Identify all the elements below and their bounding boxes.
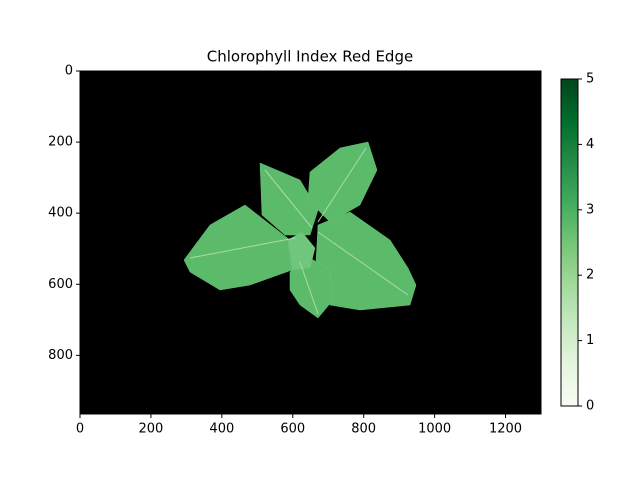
- plant: [183, 141, 417, 319]
- x-tick-label: 0: [76, 422, 84, 437]
- y-tick-label: 400: [48, 206, 73, 221]
- colorbar-tick-label: 1: [586, 333, 594, 348]
- x-tick-label: 1000: [418, 422, 451, 437]
- colorbar-tick-label: 4: [586, 137, 594, 152]
- y-tick-label: 0: [65, 64, 73, 79]
- chart-title: Chlorophyll Index Red Edge: [207, 48, 413, 66]
- x-tick-label: 400: [209, 422, 234, 437]
- colorbar-tick-label: 2: [586, 268, 594, 283]
- y-tick-label: 200: [48, 135, 73, 150]
- y-tick-label: 600: [48, 277, 73, 292]
- colorbar: [560, 78, 579, 407]
- leaf: [287, 231, 316, 271]
- axes-frame: [79, 70, 542, 415]
- leaf: [307, 141, 378, 223]
- leaf-veins: [189, 147, 409, 315]
- colorbar-tick-label: 0: [586, 399, 594, 414]
- x-tick-label: 1200: [489, 422, 522, 437]
- x-tick-label: 200: [139, 422, 164, 437]
- colorbar-tick-label: 5: [586, 72, 594, 87]
- y-tick-label: 800: [48, 348, 73, 363]
- x-tick-label: 800: [351, 422, 376, 437]
- colorbar-tick-label: 3: [586, 202, 594, 217]
- x-tick-label: 600: [280, 422, 305, 437]
